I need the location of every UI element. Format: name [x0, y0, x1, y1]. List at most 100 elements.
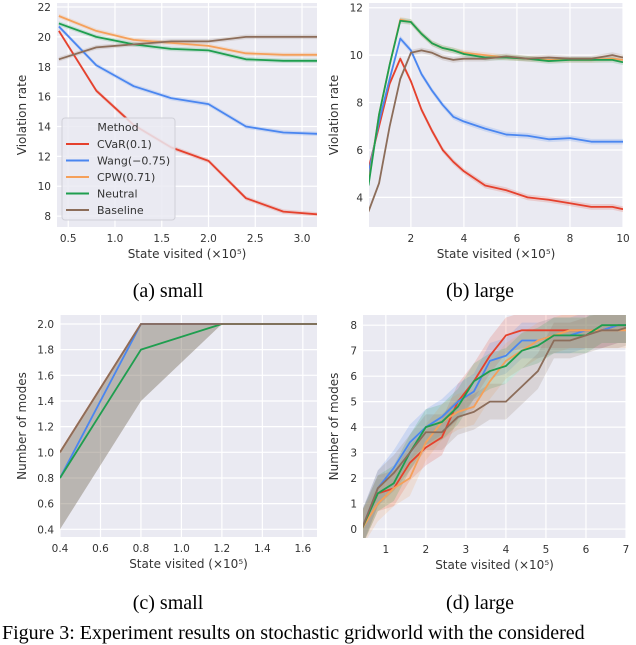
x-tick-label: 2: [408, 233, 415, 245]
series-line-baseline: [60, 323, 317, 453]
y-tick-label: 6: [350, 371, 357, 383]
legend-entry: Baseline: [97, 204, 144, 217]
y-axis-label: Number of modes: [327, 373, 341, 481]
y-axis-label: Violation rate: [15, 75, 29, 155]
chart-panel-2: 0.4 0.6 0.8 1.0 1.2 1.4 1.6 0.4 0.6 0.8 1.0 1.2 1.4 1…: [15, 315, 317, 571]
y-tick-label: 3: [350, 448, 357, 460]
x-axis-label: State visited (×10⁵): [128, 247, 247, 261]
y-tick-label: 0.4: [37, 524, 54, 536]
y-tick-label: 8: [356, 98, 363, 110]
y-tick-label: 7: [350, 346, 357, 358]
x-tick-label: 10: [616, 233, 629, 245]
x-tick-label: 1.6: [294, 543, 311, 555]
series-group: [60, 323, 317, 530]
series-line-neutral: [369, 19, 623, 186]
x-tick-label: 2: [423, 544, 430, 556]
x-tick-label: 5: [543, 544, 550, 556]
x-tick-label: 1: [382, 544, 389, 556]
y-tick-label: 1.0: [37, 447, 54, 459]
y-tick-label: 0.8: [37, 473, 54, 485]
x-tick-label: 6: [514, 233, 521, 245]
x-axis-label: State visited (×10⁵): [435, 558, 554, 572]
plot-background: [369, 3, 623, 227]
x-tick-label: 2.0: [200, 233, 217, 245]
x-tick-label: 3.0: [294, 233, 311, 245]
x-tick-label: 6: [583, 544, 590, 556]
series-line-baseline: [369, 49, 623, 212]
legend-box: [61, 117, 176, 221]
y-tick-label: 4: [356, 192, 363, 204]
plot-background: [363, 315, 626, 538]
series-line-wang: [58, 25, 317, 135]
y-axis-label: Violation rate: [327, 75, 341, 155]
x-axis-label: State visited (×10⁵): [129, 557, 248, 571]
series-line-neutral: [58, 22, 317, 62]
y-tick-label: 12: [350, 3, 363, 15]
y-tick-label: 8: [350, 320, 357, 332]
y-tick-label: 1: [350, 499, 357, 511]
x-tick-label: 0.6: [92, 543, 109, 555]
figure-caption: Figure 3: Experiment results on stochast…: [2, 622, 585, 644]
x-tick-label: 1.2: [214, 543, 231, 555]
series-line-cvar: [58, 30, 317, 216]
x-tick-label: 1.5: [153, 233, 170, 245]
series-line-wang: [369, 37, 623, 174]
y-tick-label: 1.2: [37, 422, 54, 434]
x-axis-label: State visited (×10⁵): [437, 247, 556, 261]
y-tick-label: 12: [38, 151, 51, 163]
y-tick-label: 18: [38, 62, 51, 74]
x-tick-label: 8: [567, 233, 574, 245]
legend-title: Method: [97, 121, 138, 134]
x-tick-label: 0.4: [52, 543, 69, 555]
y-tick-label: 8: [44, 211, 51, 223]
y-tick-label: 2: [350, 473, 357, 485]
y-tick-label: 1.8: [37, 345, 54, 357]
y-tick-label: 1.4: [37, 396, 54, 408]
y-tick-label: 5: [350, 397, 357, 409]
x-tick-label: 4: [461, 233, 468, 245]
x-tick-label: 0.5: [60, 233, 77, 245]
y-tick-label: 0.6: [37, 499, 54, 511]
y-tick-label: 14: [38, 121, 52, 133]
legend-entry: CVaR(0.1): [97, 138, 152, 151]
confidence-band: [363, 315, 626, 538]
series-line-baseline: [58, 35, 317, 61]
y-tick-label: 10: [350, 50, 363, 62]
series-line-cpw: [58, 15, 317, 56]
x-tick-label: 3: [463, 544, 470, 556]
series-group: [58, 13, 317, 217]
y-tick-label: 10: [38, 181, 51, 193]
x-tick-label: 1.0: [173, 543, 190, 555]
legend-entry: CPW(0.71): [97, 171, 155, 184]
legend-entry: Wang(−0.75): [97, 155, 170, 168]
x-tick-label: 2.5: [247, 233, 264, 245]
series-group: [369, 16, 623, 214]
y-tick-label: 4: [350, 422, 357, 434]
y-tick-label: 6: [356, 145, 363, 157]
x-tick-label: 1.0: [107, 233, 124, 245]
y-tick-label: 2.0: [37, 319, 54, 331]
chart-panel-1: 2 4 6 8 10 4 6 8 10 12 State visited (×10⁵) Violati…: [327, 3, 630, 261]
subcaption-a: (a) small: [132, 280, 204, 302]
subcaption-d: (d) large: [446, 592, 514, 614]
series-group: [363, 315, 626, 538]
confidence-band: [58, 13, 317, 58]
series-line-baseline: [363, 326, 626, 529]
chart-panel-3: 1 2 3 4 5 6 7 0 1 2 3 4 5 6 7 8 State visited (×10⁵) Numb…: [327, 315, 630, 572]
y-tick-label: 16: [38, 92, 52, 104]
y-tick-label: 0: [350, 524, 357, 536]
subcaption-c: (c) small: [132, 592, 204, 614]
x-tick-label: 0.8: [133, 543, 150, 555]
x-tick-label: 7: [623, 544, 630, 556]
x-tick-label: 4: [503, 544, 510, 556]
y-axis-label: Number of modes: [15, 372, 29, 480]
subcaption-b: (b) large: [446, 280, 514, 302]
plot-background: [60, 315, 317, 537]
series-line-cpw: [363, 329, 626, 529]
y-tick-label: 20: [38, 32, 51, 44]
legend-entry: Neutral: [97, 188, 138, 201]
y-tick-label: 1.6: [37, 370, 54, 382]
confidence-band: [58, 21, 317, 64]
legend: Method CVaR(0.1) Wang(−0.75) CPW(0.71) Neutr…: [61, 117, 176, 221]
